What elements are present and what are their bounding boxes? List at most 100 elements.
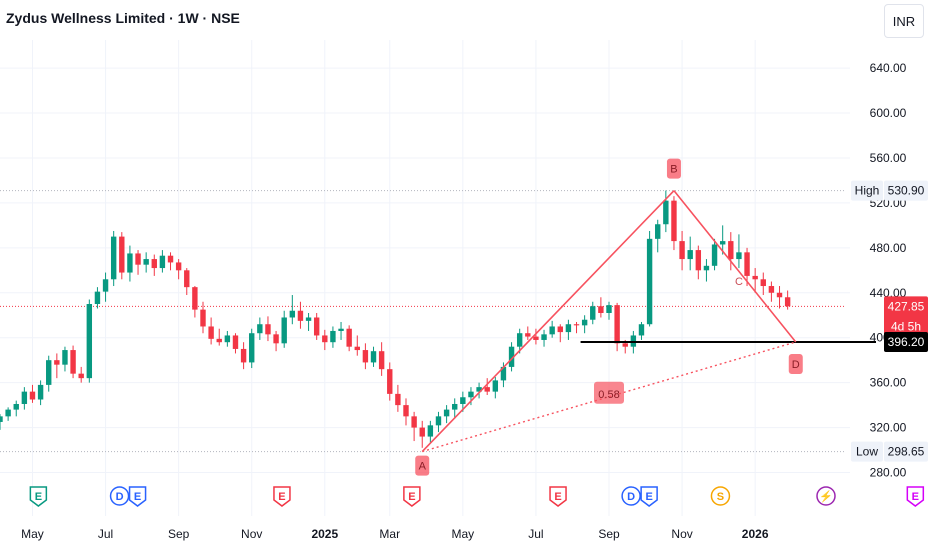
candle[interactable]: [54, 360, 60, 365]
earnings-event-icon[interactable]: [906, 486, 925, 507]
candle[interactable]: [289, 310, 296, 318]
dividend-event-icon[interactable]: [109, 486, 130, 506]
candle[interactable]: [184, 270, 190, 288]
candle[interactable]: [646, 238, 653, 325]
candle[interactable]: [21, 391, 28, 404]
candle[interactable]: [273, 334, 279, 344]
candle[interactable]: [776, 292, 783, 298]
pattern-point-d-box[interactable]: [788, 353, 803, 374]
candle[interactable]: [622, 343, 628, 347]
split-event-icon[interactable]: [710, 486, 731, 506]
pattern-ratio-box[interactable]: [594, 381, 624, 404]
candle[interactable]: [257, 324, 263, 334]
candle[interactable]: [102, 279, 109, 292]
candle[interactable]: [525, 333, 531, 337]
candle[interactable]: [581, 319, 588, 326]
candle[interactable]: [752, 275, 758, 280]
candle[interactable]: [784, 297, 791, 307]
candle[interactable]: [760, 279, 766, 287]
candle[interactable]: [119, 236, 125, 273]
candle[interactable]: [565, 324, 572, 333]
candle[interactable]: [533, 336, 539, 340]
candle[interactable]: [638, 324, 645, 336]
candle[interactable]: [110, 236, 117, 280]
pattern-leg-ab[interactable]: [421, 190, 675, 453]
candle[interactable]: [175, 262, 182, 271]
candle[interactable]: [94, 291, 101, 305]
candle[interactable]: [62, 350, 68, 365]
candle[interactable]: [362, 350, 369, 363]
earnings-event-icon[interactable]: [128, 486, 147, 507]
candle[interactable]: [78, 373, 84, 379]
candle[interactable]: [249, 333, 255, 363]
candle[interactable]: [508, 346, 515, 367]
pattern-point-b-box[interactable]: [666, 158, 681, 179]
candle[interactable]: [265, 324, 271, 335]
news-event-icon[interactable]: [816, 486, 836, 506]
candle[interactable]: [719, 241, 726, 245]
candle[interactable]: [216, 338, 222, 343]
candle[interactable]: [435, 416, 442, 426]
candle[interactable]: [728, 241, 734, 260]
candle[interactable]: [378, 351, 385, 370]
candle[interactable]: [224, 335, 231, 343]
earnings-event-icon[interactable]: [549, 486, 567, 507]
candle[interactable]: [29, 391, 36, 400]
candle[interactable]: [70, 350, 76, 374]
dividend-event-icon[interactable]: [621, 486, 641, 506]
candle[interactable]: [151, 259, 157, 269]
candle[interactable]: [744, 252, 750, 276]
candle[interactable]: [403, 405, 409, 417]
candle[interactable]: [768, 286, 775, 293]
candle[interactable]: [671, 200, 677, 242]
candle[interactable]: [427, 425, 434, 437]
candle[interactable]: [663, 200, 669, 225]
candle[interactable]: [322, 335, 328, 343]
candle[interactable]: [736, 252, 742, 260]
candle[interactable]: [346, 328, 352, 347]
candle[interactable]: [395, 393, 401, 406]
candle[interactable]: [208, 326, 214, 339]
candle[interactable]: [695, 250, 702, 271]
earnings-event-icon[interactable]: [640, 486, 658, 507]
candle[interactable]: [516, 333, 523, 347]
candle[interactable]: [37, 384, 44, 400]
candle[interactable]: [297, 310, 304, 321]
candle[interactable]: [452, 403, 458, 410]
candle[interactable]: [232, 335, 239, 349]
candle[interactable]: [460, 397, 466, 404]
candle[interactable]: [330, 330, 336, 343]
candle[interactable]: [86, 304, 93, 379]
candle[interactable]: [443, 409, 450, 417]
candle[interactable]: [127, 253, 133, 273]
candle[interactable]: [305, 317, 312, 321]
candle[interactable]: [557, 326, 563, 333]
candle[interactable]: [655, 224, 661, 239]
candle[interactable]: [338, 328, 344, 331]
candle[interactable]: [679, 241, 685, 260]
pattern-leg-bd[interactable]: [673, 190, 797, 343]
candle[interactable]: [541, 334, 547, 340]
earnings-event-icon[interactable]: [29, 486, 48, 507]
candle[interactable]: [313, 317, 320, 336]
candle[interactable]: [573, 324, 580, 326]
candle[interactable]: [387, 369, 393, 394]
candle[interactable]: [500, 366, 507, 381]
currency-button[interactable]: INR: [884, 4, 924, 38]
candle[interactable]: [167, 255, 174, 263]
candle[interactable]: [703, 265, 710, 271]
candle[interactable]: [411, 416, 417, 428]
candle[interactable]: [143, 259, 149, 265]
candle[interactable]: [281, 317, 287, 344]
candle[interactable]: [46, 360, 52, 385]
pattern-point-a-box[interactable]: [415, 455, 430, 476]
candle[interactable]: [476, 387, 482, 392]
candle[interactable]: [606, 305, 612, 313]
candle[interactable]: [5, 409, 11, 417]
candle[interactable]: [468, 391, 474, 398]
candle[interactable]: [711, 244, 718, 266]
earnings-event-icon[interactable]: [273, 486, 291, 507]
candle[interactable]: [0, 416, 3, 422]
candle[interactable]: [13, 403, 19, 410]
